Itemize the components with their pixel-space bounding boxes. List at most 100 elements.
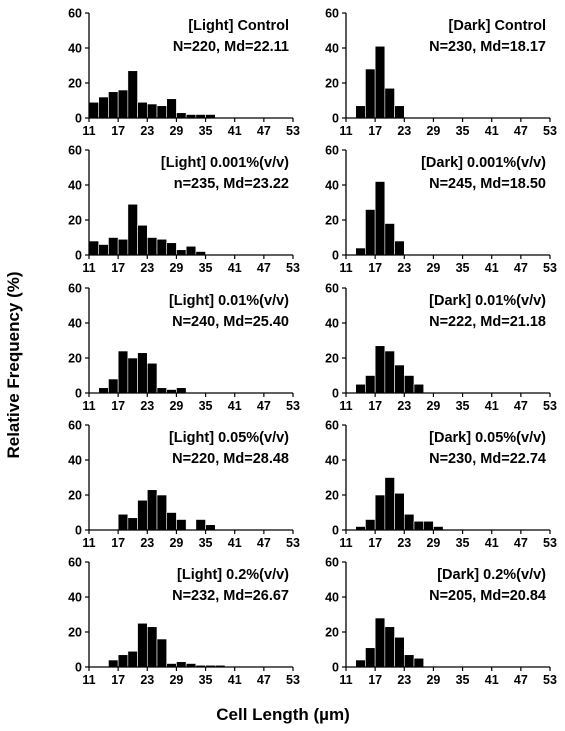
y-tick-label: 40 xyxy=(68,454,82,468)
histogram-bar xyxy=(374,345,386,394)
x-tick-label: 23 xyxy=(140,536,154,550)
x-tick-label: 47 xyxy=(514,124,528,138)
y-tick-label: 40 xyxy=(325,591,339,605)
x-tick-label: 41 xyxy=(485,261,499,275)
x-tick-label: 47 xyxy=(514,399,528,413)
x-tick-label: 17 xyxy=(111,536,125,550)
histogram-bar xyxy=(156,638,168,668)
x-tick-label: 11 xyxy=(339,399,352,413)
y-tick-label: 60 xyxy=(68,556,82,570)
x-tick-label: 11 xyxy=(82,261,95,275)
x-tick-label: 53 xyxy=(286,399,300,413)
histogram-bar xyxy=(384,626,395,668)
x-tick-label: 29 xyxy=(426,399,440,413)
histogram-bar xyxy=(127,70,138,119)
y-axis-title: Relative Frequency (%) xyxy=(4,271,23,458)
histogram-bar xyxy=(185,245,197,256)
x-tick-label: 35 xyxy=(456,261,470,275)
histogram-bar xyxy=(88,240,100,256)
y-tick-label: 60 xyxy=(325,556,339,570)
histogram-bar xyxy=(156,494,168,531)
x-tick-label: 47 xyxy=(514,673,528,687)
x-tick-label: 53 xyxy=(286,124,300,138)
histogram-bar xyxy=(355,659,366,668)
histogram-bar xyxy=(384,350,395,394)
histogram-bar xyxy=(365,68,376,119)
histogram-bar xyxy=(156,105,168,119)
y-tick-label: 0 xyxy=(75,387,82,401)
histogram-bar xyxy=(156,238,168,256)
x-tick-label: 41 xyxy=(228,124,242,138)
x-tick-label: 47 xyxy=(257,536,271,550)
histogram-bar xyxy=(355,383,366,394)
y-tick-label: 0 xyxy=(332,524,339,538)
y-tick-label: 0 xyxy=(75,249,82,263)
histogram-bar xyxy=(394,636,405,668)
histogram-panel: 0 20 40 60 11 17 23 29 35 41 47 53 [Light] Control N=… xyxy=(68,7,300,139)
histogram-bar xyxy=(176,661,187,668)
y-tick-label: 60 xyxy=(325,144,339,158)
histogram-bar xyxy=(403,654,415,668)
histogram-bar xyxy=(166,98,177,119)
y-tick-label: 0 xyxy=(332,387,339,401)
panel-stats: N=230, Md=22.74 xyxy=(429,451,546,467)
histogram-bar xyxy=(127,650,138,668)
panel-title: [Dark] 0.2%(v/v) xyxy=(437,567,546,583)
histogram-bar xyxy=(146,489,158,531)
histogram-bar xyxy=(98,96,109,119)
histogram-bar xyxy=(413,520,425,531)
panel-stats: N=220, Md=22.11 xyxy=(173,39,289,55)
x-tick-label: 53 xyxy=(286,261,300,275)
x-tick-label: 29 xyxy=(169,124,183,138)
x-tick-label: 23 xyxy=(397,261,411,275)
x-tick-label: 29 xyxy=(426,673,440,687)
panel-stats: N=240, Md=25.40 xyxy=(172,314,289,330)
y-tick-label: 20 xyxy=(325,489,339,503)
x-tick-label: 41 xyxy=(228,536,242,550)
histogram-panel: 0 20 40 60 11 17 23 29 35 41 47 53 [Dark] 0.01%(v/v)… xyxy=(325,282,557,414)
x-tick-label: 47 xyxy=(257,261,271,275)
histogram-bar xyxy=(384,477,395,531)
x-tick-label: 11 xyxy=(339,261,352,275)
y-tick-label: 60 xyxy=(68,7,82,21)
panel-stats: N=220, Md=28.48 xyxy=(172,451,289,467)
x-tick-label: 23 xyxy=(397,673,411,687)
x-axis-title: Cell Length (µm) xyxy=(216,705,350,724)
y-tick-label: 40 xyxy=(325,454,339,468)
histogram-panel: 0 20 40 60 11 17 23 29 35 41 47 53 [Light] 0.2%(v/v)… xyxy=(68,556,300,688)
panel-stats: N=205, Md=20.84 xyxy=(429,588,546,604)
histogram-bar xyxy=(117,89,129,119)
histogram-bar xyxy=(384,223,395,256)
x-tick-label: 29 xyxy=(426,536,440,550)
x-tick-label: 35 xyxy=(199,673,213,687)
y-tick-label: 40 xyxy=(325,179,339,193)
y-tick-label: 60 xyxy=(325,419,339,433)
histogram-bar xyxy=(403,513,415,531)
x-tick-label: 29 xyxy=(169,673,183,687)
histogram-bar xyxy=(137,101,148,119)
histogram-bar xyxy=(137,622,148,668)
x-tick-label: 35 xyxy=(199,399,213,413)
panel-title: [Dark] 0.05%(v/v) xyxy=(429,430,546,446)
y-tick-label: 60 xyxy=(68,419,82,433)
histogram-panel: 0 20 40 60 11 17 23 29 35 41 47 53 [Light] 0.05%(v/v… xyxy=(68,419,300,551)
histogram-bar xyxy=(146,362,158,394)
panel-stats: N=232, Md=26.67 xyxy=(172,588,289,604)
x-tick-label: 41 xyxy=(485,124,499,138)
x-tick-label: 35 xyxy=(456,673,470,687)
histogram-bar xyxy=(137,224,148,256)
y-tick-label: 20 xyxy=(68,352,82,366)
histogram-bar xyxy=(137,499,148,531)
y-tick-label: 60 xyxy=(325,282,339,296)
histogram-bar xyxy=(176,249,187,256)
x-tick-label: 29 xyxy=(169,399,183,413)
histogram-bar xyxy=(146,626,158,668)
histogram-bar xyxy=(146,237,158,256)
panel-title: [Dark] 0.01%(v/v) xyxy=(429,293,546,309)
x-tick-label: 11 xyxy=(339,536,352,550)
histogram-bar xyxy=(108,237,119,256)
histogram-bar xyxy=(98,244,109,256)
x-tick-label: 17 xyxy=(111,124,125,138)
